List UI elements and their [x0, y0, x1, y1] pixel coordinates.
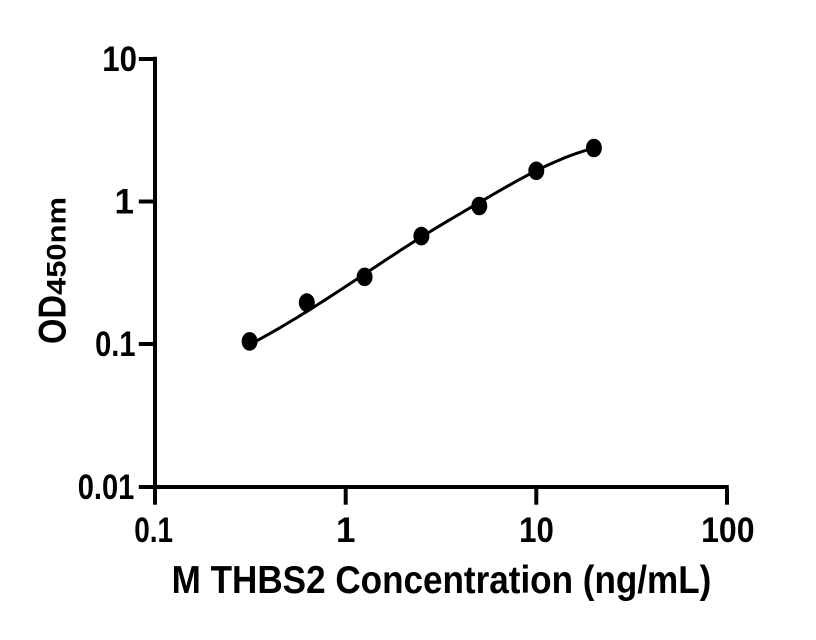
svg-text:100: 100 [701, 511, 754, 550]
svg-text:0.1: 0.1 [134, 511, 173, 550]
svg-text:OD: OD [32, 295, 75, 344]
svg-text:10: 10 [519, 511, 554, 550]
svg-text:0.1: 0.1 [95, 325, 135, 364]
svg-text:1: 1 [115, 183, 134, 222]
svg-text:M THBS2 Concentration (ng/mL): M THBS2 Concentration (ng/mL) [172, 559, 712, 602]
svg-text:1: 1 [336, 511, 355, 550]
svg-text:10: 10 [102, 40, 137, 79]
svg-text:450nm: 450nm [42, 197, 72, 295]
svg-text:0.01: 0.01 [78, 468, 135, 507]
